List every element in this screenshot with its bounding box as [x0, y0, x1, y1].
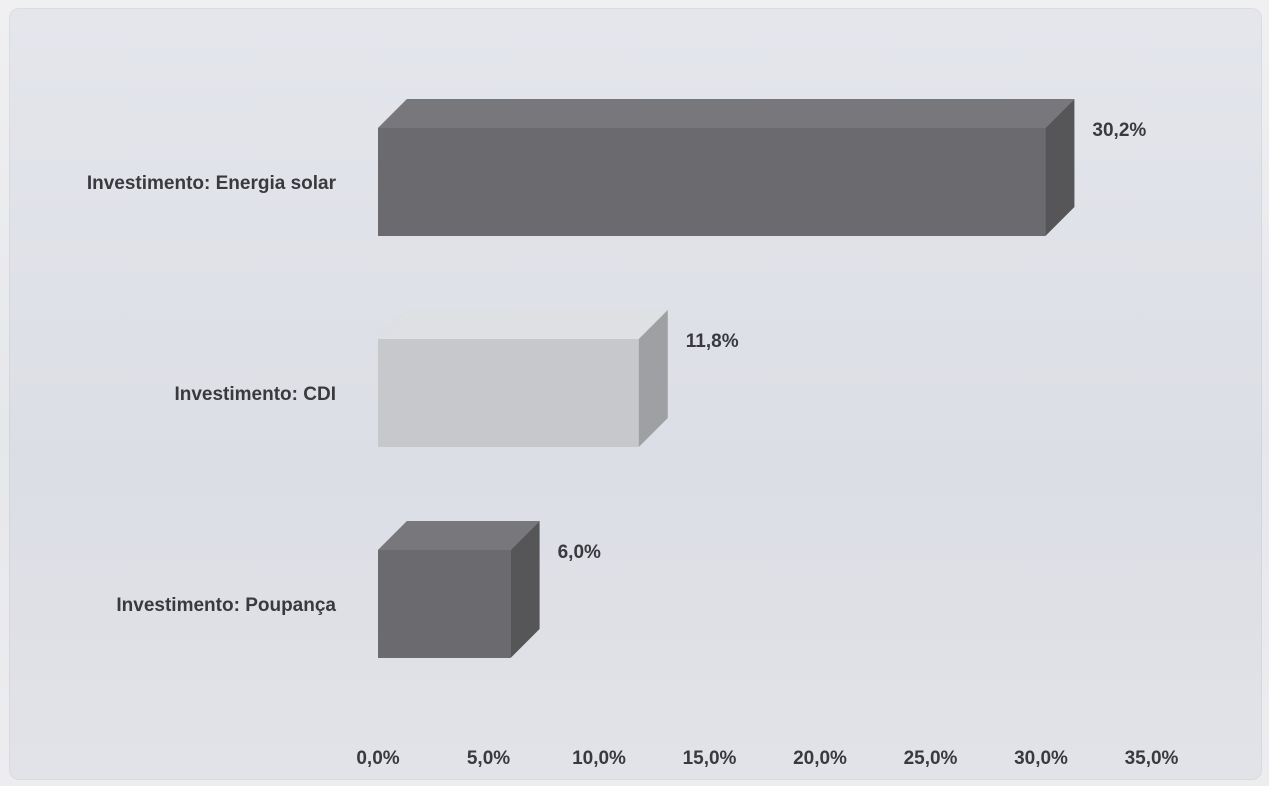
labels-layer: 0,0% 5,0% 10,0% 15,0% 20,0% 25,0% 30,0% 35,0% In…: [87, 120, 1179, 769]
bar-top: [378, 310, 668, 339]
data-label: 30,2%: [1092, 120, 1146, 141]
category-label: Investimento: CDI: [174, 384, 336, 405]
data-label: 11,8%: [686, 331, 739, 352]
bar-top: [378, 521, 540, 550]
bars-layer: [378, 99, 1075, 658]
bar-front: [378, 339, 639, 447]
x-tick-label: 35,0%: [1125, 748, 1179, 769]
category-label: Investimento: Energia solar: [87, 173, 337, 194]
x-tick-label: 5,0%: [467, 748, 510, 769]
category-label: Investimento: Poupança: [116, 595, 336, 616]
bar-2: [378, 310, 668, 447]
data-label: 6,0%: [558, 542, 601, 563]
x-tick-label: 25,0%: [904, 748, 958, 769]
bar-top: [378, 99, 1075, 128]
x-tick-label: 0,0%: [356, 748, 399, 769]
bar-side: [1045, 99, 1075, 236]
bar-side: [638, 310, 668, 447]
bar-front: [378, 128, 1046, 236]
bar-side: [510, 521, 540, 658]
x-tick-label: 10,0%: [572, 748, 626, 769]
x-tick-label: 30,0%: [1014, 748, 1068, 769]
bar-front: [378, 550, 511, 658]
bar-1: [378, 99, 1075, 236]
x-tick-label: 20,0%: [793, 748, 847, 769]
x-tick-label: 15,0%: [683, 748, 737, 769]
bar-3: [378, 521, 540, 658]
